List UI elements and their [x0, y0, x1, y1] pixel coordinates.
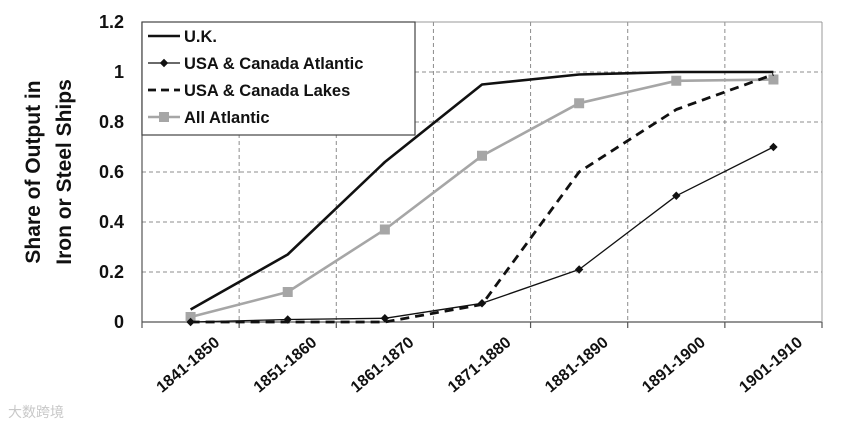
square-marker — [477, 150, 487, 161]
y-axis-label-line: Share of Output in — [22, 80, 45, 263]
y-tick-label: 0.6 — [99, 162, 124, 182]
legend: U.K. USA & Canada Atlantic USA & Canada La… — [141, 21, 416, 136]
legend-entry: USA & Canada Atlantic — [184, 55, 363, 73]
diamond-marker — [186, 317, 195, 327]
square-marker — [671, 75, 682, 86]
square-marker — [574, 98, 585, 109]
y-tick-label: 0.8 — [99, 112, 124, 132]
y-axis-label-line: Iron or Steel Ships — [53, 79, 76, 265]
series-line — [189, 70, 774, 311]
x-tick-label: 1871-1880 — [445, 334, 515, 396]
y-tick-label: 1.2 — [99, 12, 124, 32]
legend-entry: U.K. — [184, 28, 217, 46]
x-tick-label: 1891-1900 — [639, 334, 709, 396]
y-tick-label: 1 — [114, 62, 124, 82]
diamond-marker — [283, 315, 292, 324]
y-tick-label: 0.2 — [99, 262, 124, 282]
x-tick-label: 1851-1860 — [251, 334, 321, 396]
diamond-marker — [574, 265, 584, 274]
diamond-marker — [477, 299, 487, 308]
series — [185, 70, 779, 327]
watermark-text: 大数跨境 — [8, 405, 64, 421]
y-axis-label: Share of Output in Iron or Steel Ships — [22, 79, 76, 265]
x-tick-label: 1881-1890 — [542, 334, 612, 396]
diamond-marker — [769, 142, 778, 152]
legend-entry: All Atlantic — [184, 109, 270, 127]
square-marker — [379, 224, 390, 235]
y-tick-label: 0.4 — [99, 212, 124, 232]
x-tick-label: 1901-1910 — [736, 334, 806, 396]
diamond-marker — [672, 191, 681, 200]
square-marker — [159, 112, 169, 122]
square-marker — [282, 287, 293, 297]
square-marker — [768, 74, 779, 85]
diamond-marker — [159, 58, 169, 68]
diamond-marker — [380, 314, 390, 323]
y-tick-label: 0 — [114, 312, 124, 332]
legend-box — [141, 21, 416, 136]
legend-entry: USA & Canada Lakes — [184, 82, 350, 100]
square-marker — [185, 312, 196, 322]
x-tick-label: 1861-1870 — [348, 334, 418, 396]
x-tick-label: 1841-1850 — [154, 334, 224, 396]
